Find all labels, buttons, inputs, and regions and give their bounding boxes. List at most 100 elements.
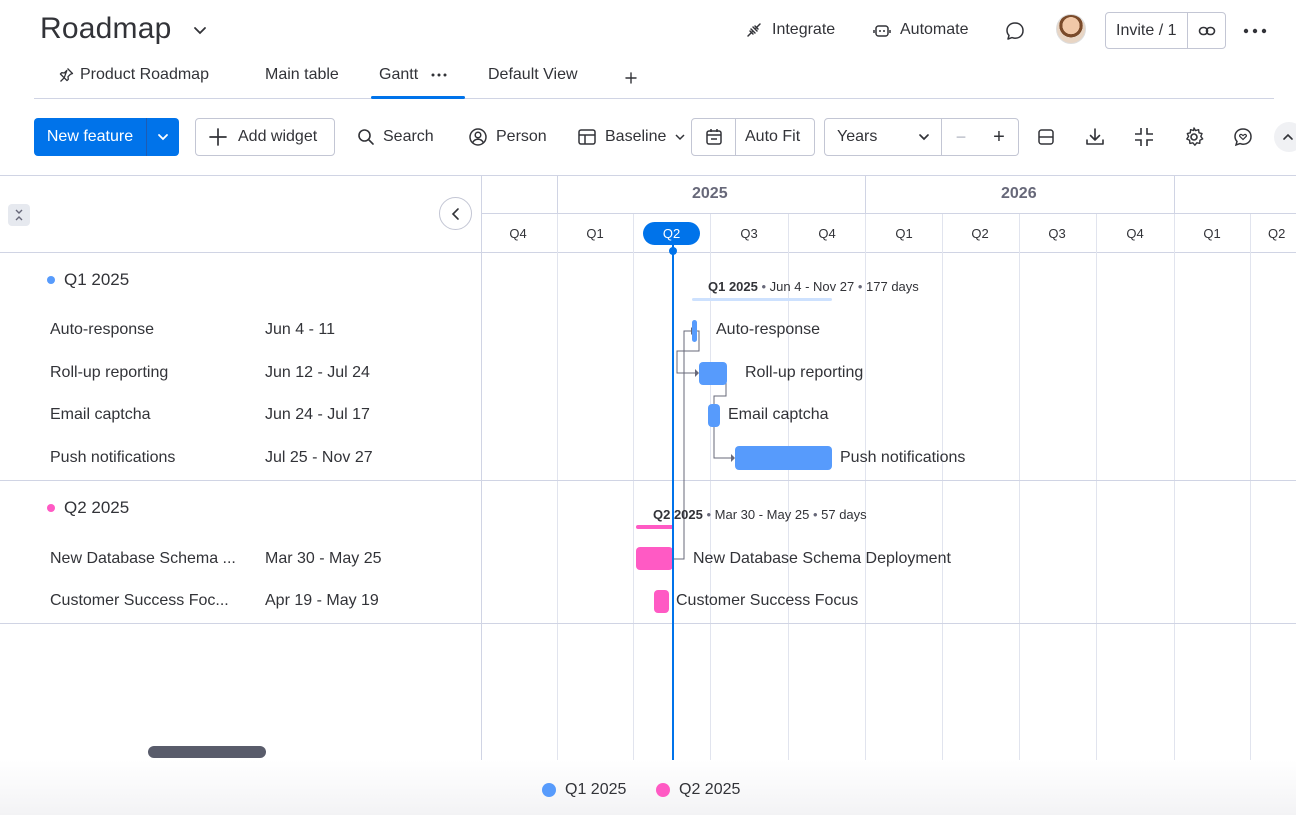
pane-splitter[interactable] (481, 175, 482, 760)
collapse-header-button[interactable] (1274, 122, 1296, 152)
settings-button[interactable] (1177, 120, 1211, 154)
zoom-select[interactable]: Years (825, 119, 942, 155)
board-title[interactable]: Roadmap (40, 12, 172, 45)
calendar-icon (705, 129, 722, 145)
collapse-all-button[interactable] (8, 204, 30, 226)
year-divider (1174, 175, 1175, 214)
chat-bubble-icon[interactable] (1004, 20, 1026, 42)
horizontal-scrollbar[interactable] (148, 746, 266, 758)
export-button[interactable] (1078, 120, 1112, 154)
calendar-button[interactable] (692, 119, 736, 155)
legend-label: Q2 2025 (679, 781, 741, 798)
chat-heart-icon (1234, 128, 1252, 147)
summary-duration: 57 days (821, 507, 867, 522)
legend-color-dot (656, 783, 670, 797)
quarter-label: Q1 (895, 226, 913, 241)
collapse-pane-button[interactable] (439, 197, 472, 230)
grid-line (1250, 214, 1251, 760)
invite-label: Invite / 1 (1106, 13, 1189, 48)
new-feature-button[interactable]: New feature (34, 118, 179, 156)
gantt-bar-label: Email captcha (728, 406, 829, 423)
pane-header-border (0, 252, 482, 253)
feedback-button[interactable] (1226, 120, 1260, 154)
item-dates[interactable]: Jun 12 - Jul 24 (265, 364, 370, 381)
zoom-out-button[interactable]: − (955, 126, 967, 147)
gantt-bar[interactable] (699, 362, 727, 385)
chevron-down-icon (675, 134, 685, 141)
group-summary-label: Q1 2025 • Jun 4 - Nov 27 • 177 days (708, 279, 919, 294)
zoom-in-button[interactable]: + (993, 125, 1005, 148)
tabs-divider (34, 98, 1274, 99)
auto-fit-button[interactable]: Auto Fit (691, 118, 815, 156)
group-name: Q2 2025 (64, 498, 130, 517)
zoom-control[interactable]: Years − + (824, 118, 1019, 156)
gantt-bar[interactable] (636, 547, 673, 570)
gantt-bar-label: Customer Success Focus (676, 592, 859, 609)
legend-color-dot (542, 783, 556, 797)
item-name[interactable]: Email captcha (50, 406, 151, 423)
item-name[interactable]: Roll-up reporting (50, 364, 169, 381)
baseline-icon (578, 129, 596, 145)
item-dates[interactable]: Jun 24 - Jul 17 (265, 406, 370, 423)
collapse-screen-icon (1135, 128, 1153, 146)
copy-link-button[interactable] (1188, 13, 1225, 48)
item-dates[interactable]: Jul 25 - Nov 27 (265, 449, 373, 466)
tab-label: Gantt (379, 66, 419, 83)
zoom-label: Years (837, 128, 878, 145)
gantt-bar[interactable] (735, 446, 832, 470)
quarter-label: Q4 (509, 226, 527, 241)
search-button[interactable]: Search (357, 118, 434, 156)
tab-label: Default View (488, 66, 578, 83)
grid-line (557, 214, 558, 760)
today-line (672, 245, 674, 760)
summary-duration: 177 days (866, 279, 919, 294)
group-summary-bar (692, 298, 832, 301)
item-dates[interactable]: Apr 19 - May 19 (265, 592, 379, 609)
gantt-bar[interactable] (654, 590, 669, 613)
fullscreen-exit-button[interactable] (1127, 120, 1161, 154)
add-widget-label: Add widget (238, 128, 318, 145)
add-widget-button[interactable]: Add widget (195, 118, 335, 156)
baseline-button[interactable]: Baseline (577, 118, 686, 156)
group-color-dot (47, 504, 55, 512)
gantt-bar[interactable] (708, 404, 720, 427)
gantt-bar[interactable] (692, 320, 697, 342)
integrate-button[interactable]: Integrate (744, 20, 835, 40)
invite-button[interactable]: Invite / 1 (1105, 12, 1226, 49)
more-horizontal-icon[interactable] (1242, 25, 1268, 37)
group-header-q1[interactable]: Q1 2025 (47, 270, 129, 290)
tab-product-roadmap[interactable]: Product Roadmap (58, 66, 209, 84)
gantt-bar-label: Push notifications (840, 449, 966, 466)
item-dates[interactable]: Mar 30 - May 25 (265, 550, 382, 567)
avatar[interactable] (1056, 14, 1086, 44)
automate-button[interactable]: Automate (872, 20, 968, 40)
tab-default-view[interactable]: Default View (488, 66, 578, 84)
split-view-icon (1038, 129, 1054, 145)
gantt-bar-label: New Database Schema Deployment (693, 550, 951, 567)
chevron-down-icon[interactable] (190, 20, 210, 40)
pin-icon (59, 68, 74, 82)
gantt-top-border (0, 175, 1296, 176)
year-divider (865, 175, 866, 214)
person-filter-button[interactable]: Person (468, 118, 547, 156)
legend-item-q2: Q2 2025 (656, 781, 740, 799)
group-header-q2[interactable]: Q2 2025 (47, 498, 129, 518)
summary-dates: Mar 30 - May 25 (714, 507, 810, 522)
gear-icon (1186, 127, 1204, 146)
split-view-button[interactable] (1029, 120, 1063, 154)
new-feature-menu-button[interactable] (147, 130, 179, 144)
tab-main-table[interactable]: Main table (265, 66, 339, 84)
item-name[interactable]: New Database Schema ... (50, 550, 236, 567)
group-separator (0, 623, 1296, 624)
grid-line (633, 214, 634, 760)
item-name[interactable]: Push notifications (50, 449, 176, 466)
quarter-label: Q3 (1048, 226, 1066, 241)
item-dates[interactable]: Jun 4 - 11 (265, 321, 335, 338)
item-name[interactable]: Customer Success Foc... (50, 592, 229, 609)
grid-line (1019, 214, 1020, 760)
gantt-bar-label: Roll-up reporting (745, 364, 864, 381)
tab-gantt[interactable]: Gantt (379, 66, 448, 84)
item-name[interactable]: Auto-response (50, 321, 155, 338)
tab-options-icon[interactable] (430, 71, 448, 79)
add-view-icon[interactable] (624, 71, 638, 85)
